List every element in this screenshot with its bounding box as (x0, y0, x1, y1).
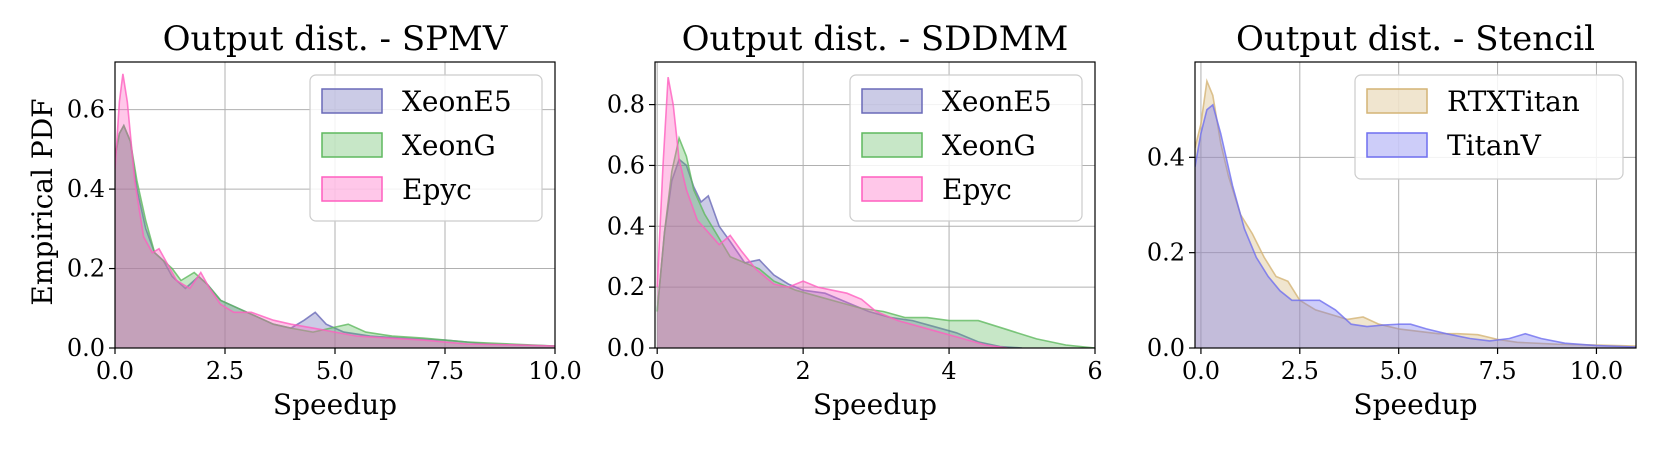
chart-title: Output dist. - Stencil (1236, 19, 1595, 59)
y-tick-label: 0.0 (67, 334, 105, 362)
legend-box (1354, 74, 1624, 180)
x-tick-label: 6 (1087, 357, 1102, 385)
series-area-epyc (657, 77, 1008, 348)
series-line-xeone5 (656, 158, 1023, 348)
chart-panel-1: 0.0 2.5 5.0 7.5 10.0 0.0 0.2 0.4 0.6 Output dist.… (67, 19, 582, 421)
plot-frame (1194, 61, 1637, 349)
legend-swatch-xeong (321, 132, 383, 158)
y-tick-label: 0.2 (1147, 239, 1185, 267)
legend: XeonE5 XeonG Epyc (309, 74, 543, 222)
chart-panel-2: 0 2 4 6 0.0 0.2 0.4 0.6 0.8 Output dist. - SDDMM S… (607, 19, 1103, 421)
y-tick-label: 0.0 (1147, 334, 1185, 362)
figure-y-axis-label: Empirical PDF (26, 98, 59, 305)
series-line-epyc (115, 73, 555, 347)
y-tick-label: 0.6 (607, 151, 645, 179)
x-axis-label: Speedup (813, 388, 937, 421)
series-area-rtxtitan (1195, 81, 1636, 348)
x-tick-label: 10.0 (1570, 357, 1623, 385)
y-tick-label: 0.4 (67, 175, 105, 203)
series-line-titanv (1195, 103, 1636, 348)
x-tick-label: 0.0 (96, 357, 134, 385)
x-axis-label: Speedup (1353, 388, 1477, 421)
legend-swatch-xeone5 (321, 88, 383, 114)
legend-label-epyc: Epyc (942, 173, 1012, 206)
legend-swatch-epyc (321, 176, 383, 202)
series-line-epyc (656, 77, 1008, 348)
series-area-xeong (657, 138, 1095, 348)
legend-label-epyc: Epyc (402, 173, 472, 206)
legend-label-rtxtitan: RTXTitan (1447, 85, 1580, 118)
series-area-epyc (115, 73, 555, 348)
plot-frame (654, 61, 1096, 349)
legend-box (849, 74, 1083, 222)
legend-swatch-xeone5 (861, 88, 923, 114)
y-tick-label: 0.2 (67, 255, 105, 283)
y-tick-label: 0.4 (607, 212, 645, 240)
legend-label-xeong: XeonG (402, 129, 496, 162)
series-area-xeone5 (115, 125, 555, 348)
legend-box (309, 74, 543, 222)
y-tick-label: 0.4 (1147, 143, 1185, 171)
legend-label-xeone5: XeonE5 (942, 85, 1052, 118)
series-area-xeong (115, 125, 555, 348)
legend-swatch-titanv (1366, 132, 1428, 158)
x-tick-label: 7.5 (1478, 357, 1516, 385)
legend: XeonE5 XeonG Epyc (849, 74, 1083, 222)
chart-panel-3: 0.0 2.5 5.0 7.5 10.0 0.0 0.2 0.4 Output dist. - … (1147, 19, 1637, 421)
y-tick-label: 0.2 (607, 273, 645, 301)
legend-label-xeong: XeonG (942, 129, 1036, 162)
legend-label-xeone5: XeonE5 (402, 85, 512, 118)
x-tick-label: 10.0 (528, 357, 581, 385)
x-tick-label: 2 (795, 357, 810, 385)
x-tick-label: 2.5 (1281, 357, 1319, 385)
series-line-xeong (656, 135, 1095, 348)
plot-frame (114, 61, 556, 349)
x-tick-label: 7.5 (426, 357, 464, 385)
x-axis-label: Speedup (273, 388, 397, 421)
x-tick-label: 4 (941, 357, 956, 385)
legend: RTXTitan TitanV (1354, 74, 1624, 180)
x-tick-label: 0 (650, 357, 665, 385)
x-tick-label: 0.0 (1182, 357, 1220, 385)
y-tick-label: 0.8 (607, 91, 645, 119)
series-line-xeong (115, 123, 555, 347)
series-area-xeone5 (657, 159, 1023, 348)
legend-swatch-rtxtitan (1366, 88, 1428, 114)
y-tick-label: 0.6 (67, 96, 105, 124)
series-area-titanv (1195, 104, 1636, 348)
series-line-rtxtitan (1195, 78, 1636, 347)
legend-swatch-epyc (861, 176, 923, 202)
legend-swatch-xeong (861, 132, 923, 158)
y-tick-label: 0.0 (607, 334, 645, 362)
chart-title: Output dist. - SPMV (163, 19, 509, 59)
x-tick-label: 5.0 (1380, 357, 1418, 385)
chart-title: Output dist. - SDDMM (682, 19, 1069, 59)
x-tick-label: 2.5 (206, 357, 244, 385)
legend-label-titanv: TitanV (1447, 129, 1542, 162)
x-tick-label: 5.0 (316, 357, 354, 385)
